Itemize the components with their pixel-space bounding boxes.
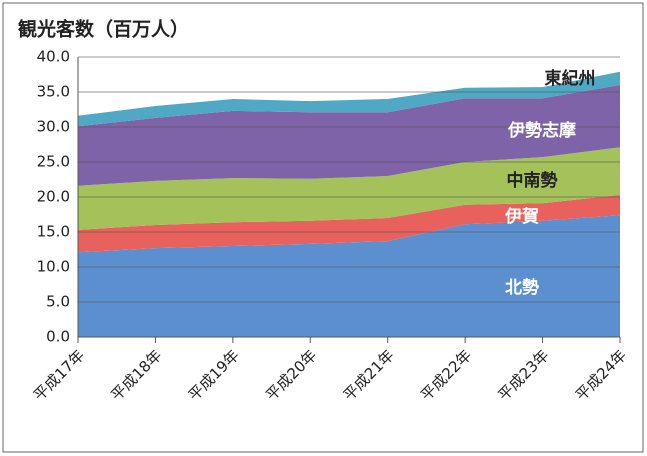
series-label: 北勢	[505, 277, 539, 298]
series-label: 伊勢志摩	[507, 120, 576, 141]
y-tick-label: 0.0	[46, 328, 70, 346]
y-tick-label: 20.0	[37, 188, 70, 206]
y-tick-label: 10.0	[37, 258, 70, 276]
y-tick-label: 30.0	[37, 118, 70, 136]
area	[78, 194, 620, 253]
series-label: 伊賀	[504, 206, 539, 227]
y-tick-label: 15.0	[37, 223, 70, 241]
y-tick-label: 5.0	[46, 293, 70, 311]
chart-title: 観光客数（百万人）	[18, 18, 189, 41]
series-label: 中南勢	[507, 170, 558, 191]
y-tick-label: 25.0	[37, 153, 70, 171]
area	[78, 215, 620, 337]
y-tick-label: 40.0	[37, 48, 70, 66]
area	[78, 147, 620, 230]
series-label: 東紀州	[545, 68, 596, 89]
area	[78, 85, 620, 186]
area	[78, 71, 620, 127]
y-tick-label: 35.0	[37, 83, 70, 101]
